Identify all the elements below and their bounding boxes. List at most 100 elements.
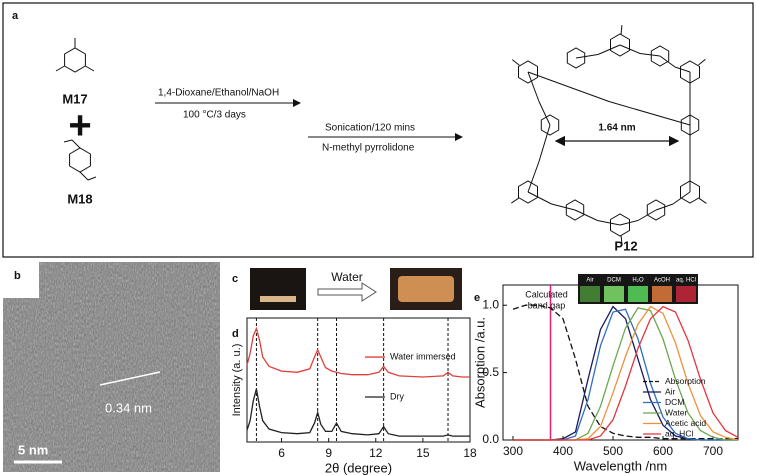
inset-label: AcOH (654, 278, 670, 284)
bond (551, 203, 576, 211)
monomer-label: M18 (67, 191, 92, 206)
bond (619, 220, 639, 226)
product-label: P12 (614, 238, 637, 253)
x-tick-label: 400 (553, 444, 573, 458)
x-tick-label: 9 (325, 446, 332, 460)
pore-size: 1.64 nm (598, 123, 635, 134)
x-tick-label: 500 (603, 444, 623, 458)
monomer-label: M17 (62, 91, 87, 106)
x-tick-label: 300 (503, 444, 523, 458)
bond (619, 44, 641, 54)
bond (597, 44, 621, 55)
bond (538, 124, 551, 162)
series-line (246, 388, 470, 437)
bond (527, 191, 552, 205)
bond (639, 53, 661, 57)
ring (565, 199, 585, 221)
ring (646, 199, 666, 221)
legend-label: aq. HCl (665, 428, 693, 438)
y-axis-label: Absorption /a.u. (472, 317, 487, 408)
band-gap-label: Calculated (525, 289, 568, 299)
bond (620, 25, 623, 35)
x-axis-label: Wavelength /nm (574, 458, 667, 473)
photo-dry (250, 268, 306, 310)
ring (680, 180, 700, 204)
x-tick-label: 700 (703, 444, 723, 458)
bond (511, 197, 520, 204)
bond (637, 209, 657, 221)
inset-sample (580, 286, 600, 302)
bond (87, 176, 97, 181)
bond (55, 65, 65, 72)
ring (64, 47, 86, 73)
bond (511, 59, 520, 66)
panel-label: d (232, 328, 239, 340)
transform-arrow (317, 282, 377, 302)
bond (655, 203, 674, 211)
legend-label: Absorption (665, 376, 706, 386)
inset-label: H₂O (632, 278, 644, 284)
conditions: N-methyl pyrrolidone (322, 143, 415, 154)
bond (672, 191, 691, 205)
x-tick-label: 18 (463, 446, 477, 460)
y-axis-label: Intensity (a. u.) (231, 344, 243, 417)
treatment-label: Water (331, 270, 363, 284)
legend-label: DCM (665, 397, 684, 407)
inset-sample (604, 286, 624, 302)
bond (538, 101, 551, 126)
legend-label: Water immersed (390, 351, 456, 361)
reagents: Sonication/120 mins (325, 123, 415, 134)
x-axis-label: 2θ (degree) (325, 460, 392, 475)
bond (698, 197, 707, 204)
bond (574, 209, 598, 221)
ring (518, 60, 538, 84)
inset-sample (652, 286, 672, 302)
sample (398, 276, 454, 302)
ring (610, 213, 630, 237)
bond (698, 58, 706, 66)
y-tick-label: 0.0 (482, 432, 499, 446)
bond (527, 161, 540, 193)
panel-label: b (14, 270, 21, 282)
legend-label: Air (665, 386, 676, 396)
panel-a-frame (2, 2, 754, 258)
bond (608, 101, 691, 126)
bond (527, 71, 540, 102)
x-tick-label: 15 (416, 446, 430, 460)
panel-label: e (474, 292, 480, 304)
chemistry-scheme (55, 25, 707, 245)
legend-label: Acetic acid (665, 418, 706, 428)
scale-bar-label: 5 nm (18, 442, 48, 457)
inset-label: aq. HCl (676, 278, 696, 284)
bond (85, 65, 95, 72)
bond (71, 139, 81, 149)
panel-label: a (12, 10, 19, 22)
bond (79, 171, 89, 181)
bond (620, 235, 623, 245)
plus-sign: + (68, 104, 91, 148)
x-tick-label: 12 (369, 446, 383, 460)
series-line (246, 326, 470, 378)
ring (566, 47, 586, 69)
panel-label: c (232, 273, 238, 285)
ring (650, 45, 670, 67)
ring (518, 180, 538, 204)
sample (260, 296, 296, 302)
y-tick-label: 1.0 (482, 297, 499, 311)
inset-sample (676, 286, 696, 302)
inset-label: Air (586, 278, 593, 284)
tem-texture (3, 262, 220, 472)
bond (575, 54, 599, 59)
reagents: 1,4-Dioxane/Ethanol/NaOH (158, 88, 279, 99)
ring (610, 33, 630, 57)
y-tick-label: 0.5 (482, 365, 499, 379)
series-line (513, 305, 739, 441)
x-tick-label: 600 (653, 444, 673, 458)
x-tick-label: 6 (278, 446, 285, 460)
bond (527, 71, 610, 102)
legend-label: Water (665, 407, 688, 417)
label-box (3, 262, 39, 298)
series-line (512, 304, 738, 440)
bond (597, 220, 621, 226)
